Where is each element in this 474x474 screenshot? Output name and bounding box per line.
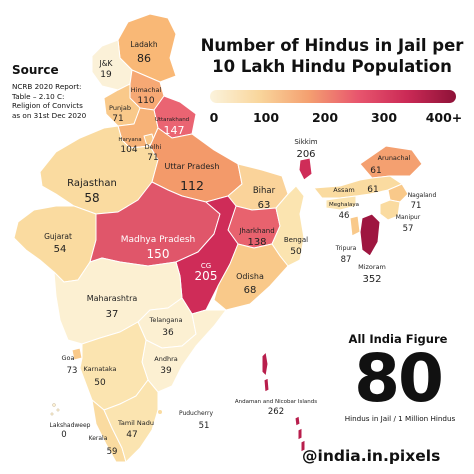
label-telangana-name: Telangana — [149, 316, 183, 324]
region-tamilnadu — [103, 379, 159, 463]
label-tripura-value: 87 — [341, 255, 352, 265]
label-lakshadweep-value: 0 — [61, 430, 66, 440]
label-andhra-name: Andhra — [154, 355, 177, 363]
title-line-1: Number of Hindus in Jail per — [200, 36, 464, 55]
region-puducherry — [157, 409, 163, 415]
label-jharkhand-name: Jharkhand — [238, 227, 274, 235]
legend-tick: 100 — [252, 110, 280, 125]
label-up-value: 112 — [180, 178, 204, 193]
label-cg-name: CG — [201, 262, 211, 270]
label-sikkim-value: 206 — [296, 149, 315, 160]
label-goa-name: Goa — [62, 354, 75, 362]
label-puducherry-value: 51 — [199, 421, 210, 431]
label-punjab-name: Punjab — [109, 104, 131, 112]
label-meghalaya-value: 46 — [339, 211, 350, 221]
label-bengal-name: Bengal — [284, 236, 308, 244]
legend-color-scale — [210, 90, 456, 103]
label-telangana-value: 36 — [162, 328, 174, 338]
label-mizoram-name: Mizoram — [358, 263, 386, 271]
label-ladakh-value: 86 — [137, 52, 151, 65]
label-tamilnadu-value: 47 — [126, 430, 137, 440]
label-delhi-value: 71 — [147, 153, 158, 163]
label-gujarat-value: 54 — [54, 244, 67, 255]
label-lakshadweep-name: Lakshadweep — [49, 422, 90, 429]
label-tripura-name: Tripura — [335, 245, 357, 252]
label-goa-value: 73 — [67, 366, 78, 376]
title-line-2: 10 Lakh Hindu Population — [212, 57, 452, 76]
all-india-unit: Hindus in Jail / 1 Million Hindus — [344, 414, 456, 423]
all-india-heading: All India Figure — [348, 332, 448, 346]
label-rajasthan-name: Rajasthan — [67, 178, 117, 189]
label-gujarat-name: Gujarat — [44, 232, 72, 241]
label-mp-value: 150 — [147, 247, 170, 261]
label-karnataka-name: Karnataka — [84, 365, 117, 373]
region-bengal — [271, 185, 305, 267]
label-nagaland-name: Nagaland — [408, 192, 437, 199]
label-bihar-name: Bihar — [253, 186, 276, 196]
label-arunachal-value: 61 — [370, 166, 381, 176]
label-kerala-name: Kerala — [89, 435, 108, 442]
region-odisha — [213, 243, 289, 311]
label-cg-value: 205 — [195, 269, 218, 283]
label-uttarakhand-name: Uttarakhand — [155, 117, 189, 123]
label-jk-name: J&K — [99, 59, 114, 68]
label-haryana-name: Haryana — [118, 137, 141, 143]
label-punjab-value: 71 — [112, 114, 123, 124]
region-manipur — [379, 199, 401, 221]
label-jk-value: 19 — [100, 70, 112, 80]
label-meghalaya-name: Meghalaya — [329, 202, 359, 208]
label-andaman-value: 262 — [268, 407, 284, 417]
label-sikkim-name: Sikkim — [294, 138, 317, 146]
region-sikkim — [298, 157, 313, 181]
label-assam-name: Assam — [333, 186, 355, 194]
label-himachal-value: 110 — [137, 96, 154, 106]
legend-tick: 400+ — [425, 110, 463, 125]
label-tamilnadu-name: Tamil Nadu — [117, 419, 154, 427]
label-karnataka-value: 50 — [94, 378, 106, 388]
label-ladakh-name: Ladakh — [130, 40, 157, 49]
region-tripura — [349, 215, 361, 237]
label-odisha-name: Odisha — [236, 272, 264, 281]
region-meghalaya — [325, 195, 357, 211]
label-nagaland-value: 71 — [411, 201, 422, 211]
source-text: NCRB 2020 Report: Table – 2.10 C: Religi… — [12, 82, 87, 120]
region-nagaland — [387, 183, 409, 203]
author-handle: @india.in.pixels — [302, 447, 441, 465]
region-andaman — [261, 351, 306, 453]
label-uttarakhand-value: 147 — [164, 124, 185, 137]
label-himachal-name: Himachal — [131, 86, 162, 94]
label-andaman-name: Andaman and Nicobar Islands — [235, 399, 317, 405]
label-rajasthan-value: 58 — [84, 191, 99, 205]
label-delhi-name: Delhi — [145, 143, 162, 151]
label-haryana-value: 104 — [120, 145, 137, 155]
source-heading: Source — [12, 63, 59, 77]
label-bihar-value: 63 — [258, 200, 271, 211]
label-maharashtra-name: Maharashtra — [87, 294, 138, 303]
label-puducherry-name: Puducherry — [179, 410, 214, 417]
label-up-name: Uttar Pradesh — [165, 162, 220, 171]
region-mizoram — [359, 213, 381, 257]
label-jharkhand-value: 138 — [247, 237, 266, 248]
label-assam-value: 61 — [367, 185, 378, 195]
label-manipur-name: Manipur — [396, 214, 421, 221]
label-kerala-value: 59 — [107, 447, 118, 457]
region-lakshadweep — [50, 403, 60, 416]
legend-tick: 0 — [209, 110, 219, 125]
all-india-value: 80 — [354, 340, 444, 417]
label-maharashtra-value: 37 — [106, 309, 119, 320]
label-mp-name: Madhya Pradesh — [121, 235, 196, 245]
legend-tick: 300 — [370, 110, 398, 125]
label-arunachal-name: Arunachal — [378, 154, 411, 162]
label-mizoram-value: 352 — [362, 274, 381, 285]
label-manipur-value: 57 — [403, 224, 414, 234]
label-bengal-value: 50 — [290, 247, 302, 257]
label-odisha-value: 68 — [244, 285, 257, 296]
label-andhra-value: 39 — [160, 366, 172, 376]
legend-tick: 200 — [311, 110, 339, 125]
